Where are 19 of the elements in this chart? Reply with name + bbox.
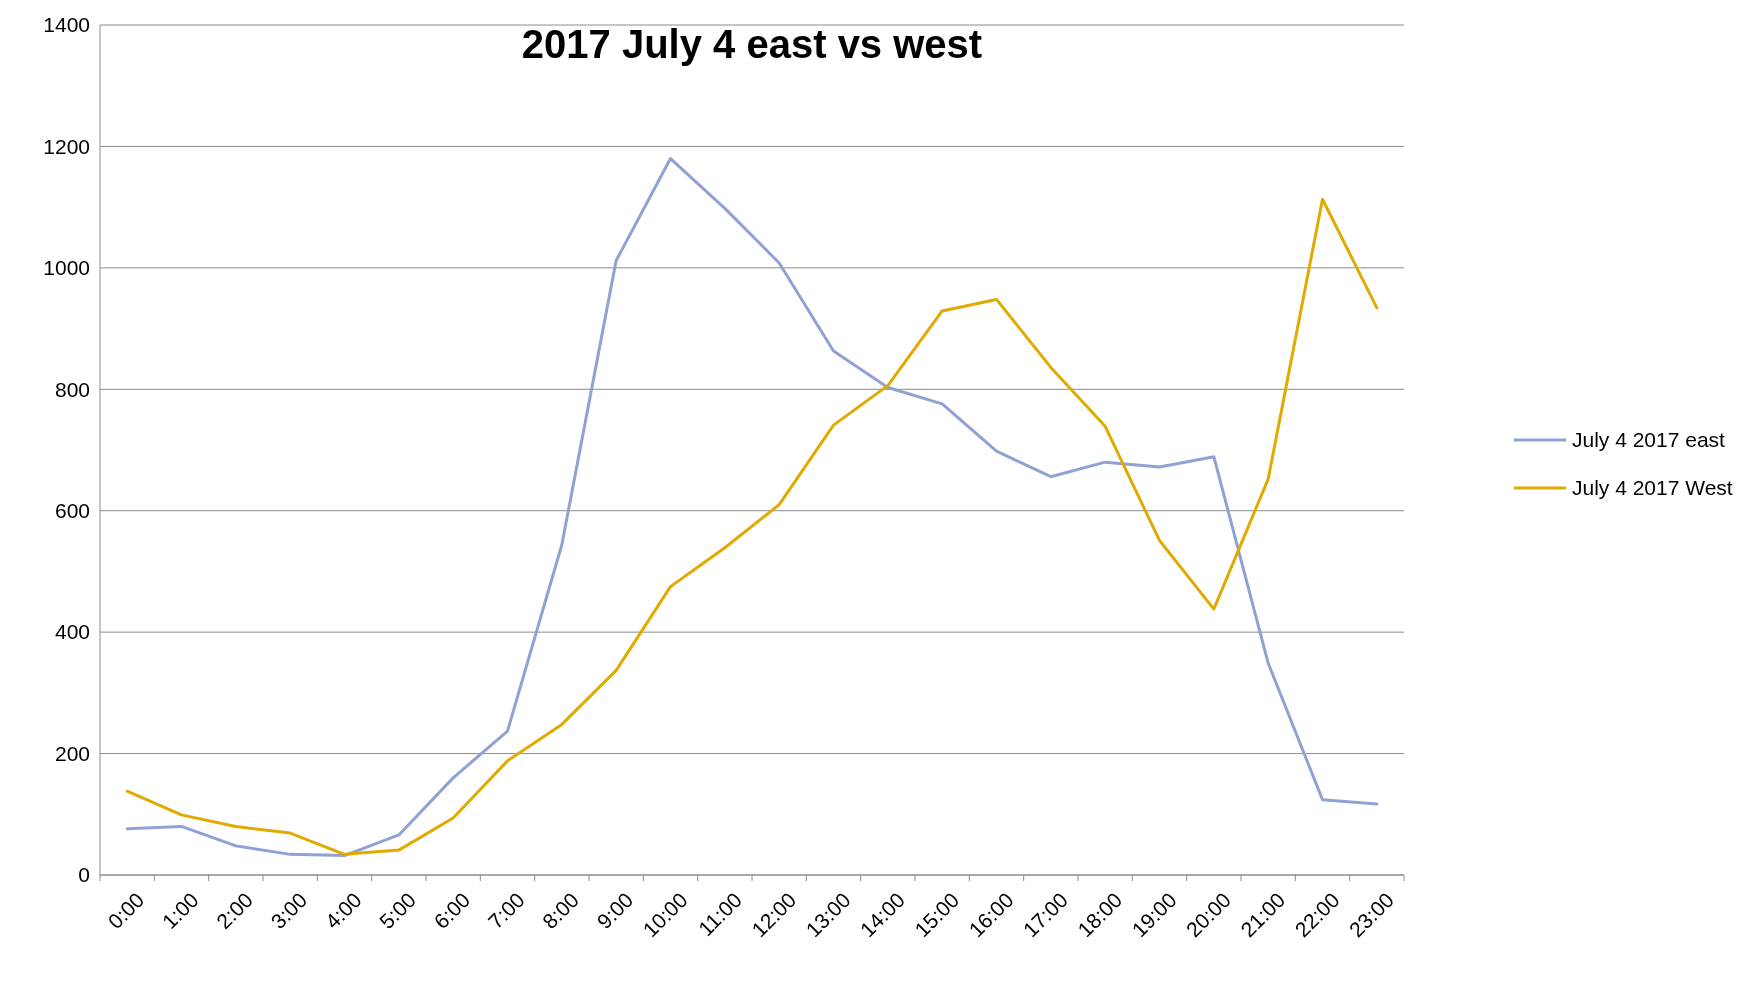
chart-title: 2017 July 4 east vs west	[521, 22, 983, 66]
legend-label: July 4 2017 West	[1572, 476, 1733, 500]
x-tick-label: 5:00	[374, 887, 421, 934]
legend-label: July 4 2017 east	[1572, 428, 1726, 452]
y-tick-label: 1400	[43, 13, 90, 37]
x-tick-label: 6:00	[429, 887, 475, 934]
y-tick-label: 0	[78, 863, 90, 887]
x-tick-label: 4:00	[320, 887, 366, 934]
x-tick-label: 9:00	[592, 887, 638, 934]
y-tick-label: 600	[54, 499, 90, 523]
y-tick-label: 200	[54, 741, 90, 765]
y-tick-label: 1200	[43, 134, 90, 158]
y-tick-label: 1000	[43, 256, 90, 280]
y-tick-label: 400	[54, 620, 90, 644]
x-tick-label: 7:00	[483, 887, 529, 934]
x-tick-label: 3:00	[266, 887, 312, 934]
x-tick-label: 0:00	[103, 887, 149, 934]
y-tick-label: 800	[54, 377, 90, 401]
x-tick-label: 8:00	[537, 887, 584, 934]
